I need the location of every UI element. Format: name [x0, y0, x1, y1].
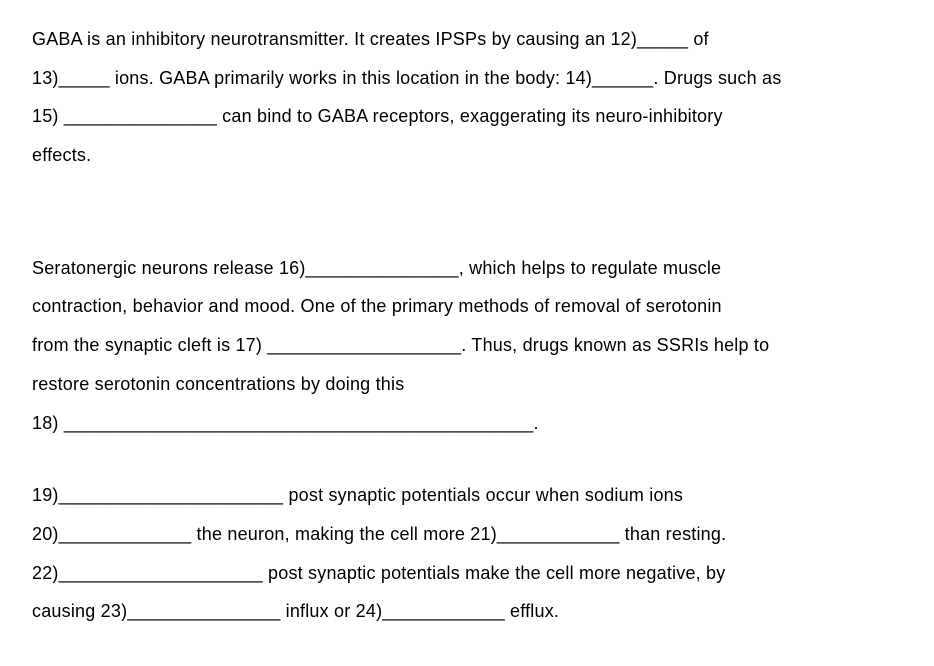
paragraph-gaba: GABA is an inhibitory neurotransmitter. …	[32, 20, 899, 175]
text-line: from the synaptic cleft is 17) _________…	[32, 326, 899, 365]
spacer	[32, 442, 899, 476]
text-line: effects.	[32, 136, 899, 175]
text-line: restore serotonin concentrations by doin…	[32, 365, 899, 404]
paragraph-psp: 19)______________________ post synaptic …	[32, 476, 899, 631]
text-line: contraction, behavior and mood. One of t…	[32, 287, 899, 326]
text-line: 15) _______________ can bind to GABA rec…	[32, 97, 899, 136]
text-line: 20)_____________ the neuron, making the …	[32, 515, 899, 554]
text-line: GABA is an inhibitory neurotransmitter. …	[32, 20, 899, 59]
text-line: 18) ____________________________________…	[32, 404, 899, 443]
text-line: 19)______________________ post synaptic …	[32, 476, 899, 515]
text-line: 22)____________________ post synaptic po…	[32, 554, 899, 593]
text-line: causing 23)_______________ influx or 24)…	[32, 592, 899, 631]
paragraph-serotonin: Seratonergic neurons release 16)________…	[32, 249, 899, 442]
spacer	[32, 175, 899, 249]
text-line: 13)_____ ions. GABA primarily works in t…	[32, 59, 899, 98]
text-line: Seratonergic neurons release 16)________…	[32, 249, 899, 288]
